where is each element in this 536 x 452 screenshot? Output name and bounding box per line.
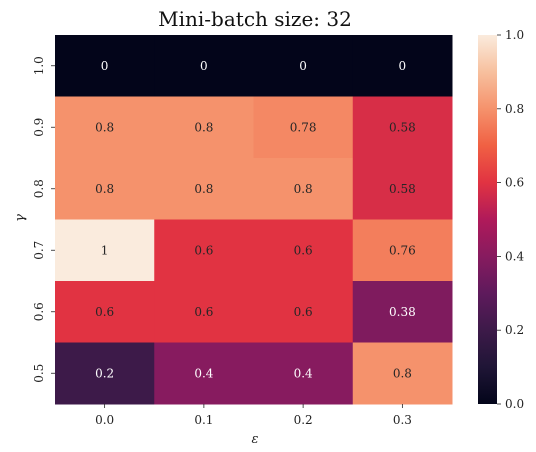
cell-value-label: 0.8 (95, 182, 114, 196)
cell-value-label: 0.2 (95, 366, 114, 380)
y-tick-label: 0.8 (32, 179, 46, 198)
cell-value-label: 0.4 (194, 366, 213, 380)
heatmap-cell (352, 35, 453, 97)
cell-value-label: 0 (200, 59, 208, 73)
heatmap-cell (253, 342, 354, 405)
heatmap-cell (154, 158, 254, 220)
cell-value-label: 0.8 (294, 182, 313, 196)
colorbar-tick-label: 0.6 (505, 176, 524, 190)
cell-value-label: 0.6 (95, 305, 114, 319)
heatmap-cell (154, 281, 254, 343)
cell-value-label: 0.76 (389, 243, 416, 257)
heatmap-cell (253, 281, 354, 343)
cell-value-label: 0.4 (294, 366, 313, 380)
heatmap-cell (253, 35, 354, 97)
heatmap-cell (154, 342, 254, 405)
cell-value-label: 0 (399, 59, 407, 73)
cell-value-label: 0 (299, 59, 307, 73)
y-tick-labels: 1.0 0.9 0.8 0.7 0.6 0.5 (32, 56, 55, 383)
x-tick-label: 0.1 (194, 413, 213, 427)
y-tick-label: 0.6 (32, 302, 46, 321)
colorbar-tick-label: 1.0 (505, 28, 524, 42)
heatmap-cell (352, 219, 453, 282)
cell-value-label: 0.8 (194, 120, 213, 134)
heatmap-cell (352, 158, 453, 220)
cell-value-label: 1 (101, 243, 109, 257)
colorbar (478, 35, 497, 404)
colorbar-ticks: 0.0 0.2 0.4 0.6 0.8 1.0 (497, 28, 524, 411)
cell-value-label: 0.6 (294, 243, 313, 257)
heatmap-cell (55, 35, 155, 97)
cell-value-label: 0.6 (294, 305, 313, 319)
x-tick-label: 0.3 (393, 413, 412, 427)
heatmap-cell (352, 281, 453, 343)
heatmap-cell (55, 158, 155, 220)
cell-value-label: 0.8 (393, 366, 412, 380)
y-tick-label: 0.9 (32, 118, 46, 137)
colorbar-tick-label: 0.8 (505, 102, 524, 116)
heatmap-cell (154, 96, 254, 159)
heatmap-cell (352, 342, 453, 405)
x-tick-label: 0.0 (95, 413, 114, 427)
cell-value-label: 0.58 (389, 182, 416, 196)
y-tick-label: 0.5 (32, 364, 46, 383)
colorbar-tick-label: 0.2 (505, 323, 524, 337)
cell-value-label: 0 (101, 59, 109, 73)
x-tick-labels: 0.0 0.1 0.2 0.3 (95, 404, 412, 427)
heatmap-cell (352, 96, 453, 159)
heatmap-cell (253, 219, 354, 282)
cell-value-label: 0.8 (95, 120, 114, 134)
heatmap-cell (154, 219, 254, 282)
heatmap-cell (55, 219, 155, 282)
heatmap-cell (55, 281, 155, 343)
colorbar-tick-label: 0.0 (505, 397, 524, 411)
heatmap-cell (55, 96, 155, 159)
y-tick-label: 1.0 (32, 56, 46, 75)
cell-value-label: 0.38 (389, 305, 416, 319)
heatmap-cell (55, 342, 155, 405)
x-axis-label: ε (252, 432, 259, 447)
y-tick-label: 0.7 (32, 241, 46, 260)
heatmap-cells: 0 0 0 0 0.8 0.8 0.78 0.58 0.8 0.8 0.8 0.58 1 0.6 0.6 0.… (55, 35, 453, 405)
colorbar-tick-label: 0.4 (505, 249, 524, 263)
heatmap-cell (154, 35, 254, 97)
heatmap-cell (253, 96, 354, 159)
cell-value-label: 0.58 (389, 120, 416, 134)
cell-value-label: 0.8 (194, 182, 213, 196)
heatmap-cell (253, 158, 354, 220)
y-axis-label: γ (13, 214, 28, 222)
chart-title: Mini-batch size: 32 (158, 7, 352, 31)
cell-value-label: 0.6 (194, 243, 213, 257)
x-tick-label: 0.2 (294, 413, 313, 427)
cell-value-label: 0.6 (194, 305, 213, 319)
cell-value-label: 0.78 (290, 120, 317, 134)
